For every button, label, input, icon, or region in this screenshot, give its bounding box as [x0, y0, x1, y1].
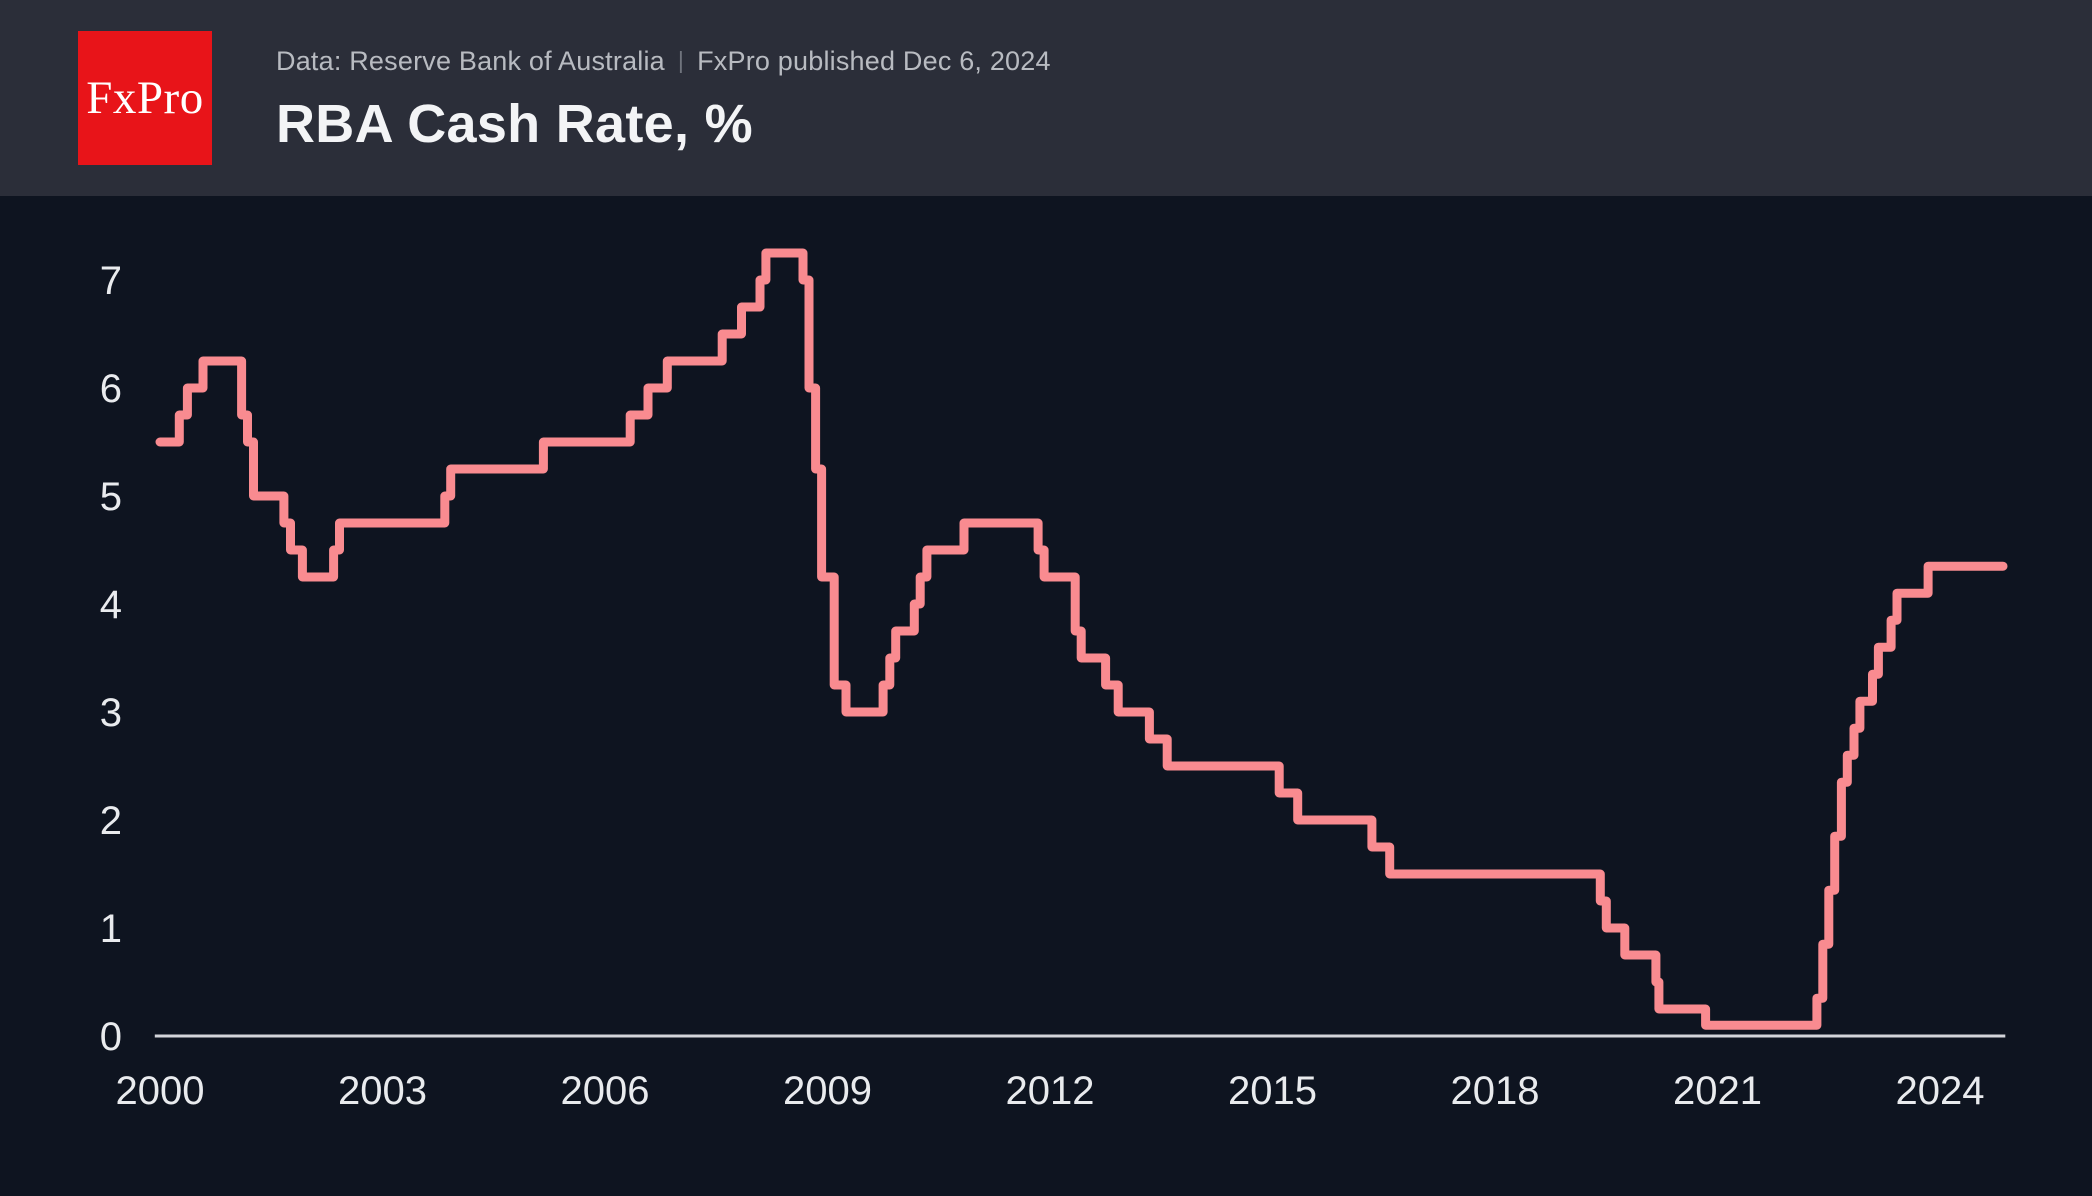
y-tick-label: 7 [100, 259, 122, 303]
x-tick-label: 2003 [338, 1069, 427, 1113]
x-tick-label: 2000 [116, 1069, 205, 1113]
separator-bar: | [677, 46, 685, 73]
x-tick-label: 2021 [1673, 1069, 1762, 1113]
data-source-label: Data: Reserve Bank of Australia [276, 45, 665, 76]
y-tick-label: 3 [100, 691, 122, 735]
header-bar: FxPro Data: Reserve Bank of Australia | Fx… [0, 0, 2092, 196]
y-tick-label: 6 [100, 367, 122, 411]
header-text-block: Data: Reserve Bank of Australia | FxPro pu… [276, 42, 1051, 155]
x-tick-label: 2018 [1451, 1069, 1540, 1113]
x-tick-label: 2024 [1896, 1069, 1985, 1113]
y-tick-label: 2 [100, 799, 122, 843]
rba-cash-rate-chart: 0 1 2 3 4 5 6 7 2000 2003 2006 2009 2012 2015 2018 2021… [100, 248, 2008, 1113]
cash-rate-line [155, 248, 2008, 1030]
page-title: RBA Cash Rate, % [276, 93, 753, 154]
x-tick-label: 2006 [561, 1069, 650, 1113]
x-tick-label: 2015 [1228, 1069, 1317, 1113]
y-tick-label: 1 [100, 907, 122, 951]
x-tick-label: 2009 [783, 1069, 872, 1113]
chart-source-line: Data: Reserve Bank of Australia | FxPro pu… [276, 46, 1051, 77]
y-tick-label: 4 [100, 583, 122, 627]
published-label: FxPro published Dec 6, 2024 [697, 45, 1051, 76]
fxpro-logo: FxPro [78, 31, 212, 165]
fxpro-logo-text: FxPro [86, 72, 204, 124]
x-tick-label: 2012 [1006, 1069, 1095, 1113]
y-tick-label: 0 [100, 1015, 122, 1059]
chart-area: 0 1 2 3 4 5 6 7 2000 2003 2006 2009 2012 2015 2018 2021… [0, 196, 2092, 1196]
y-tick-label: 5 [100, 475, 122, 519]
